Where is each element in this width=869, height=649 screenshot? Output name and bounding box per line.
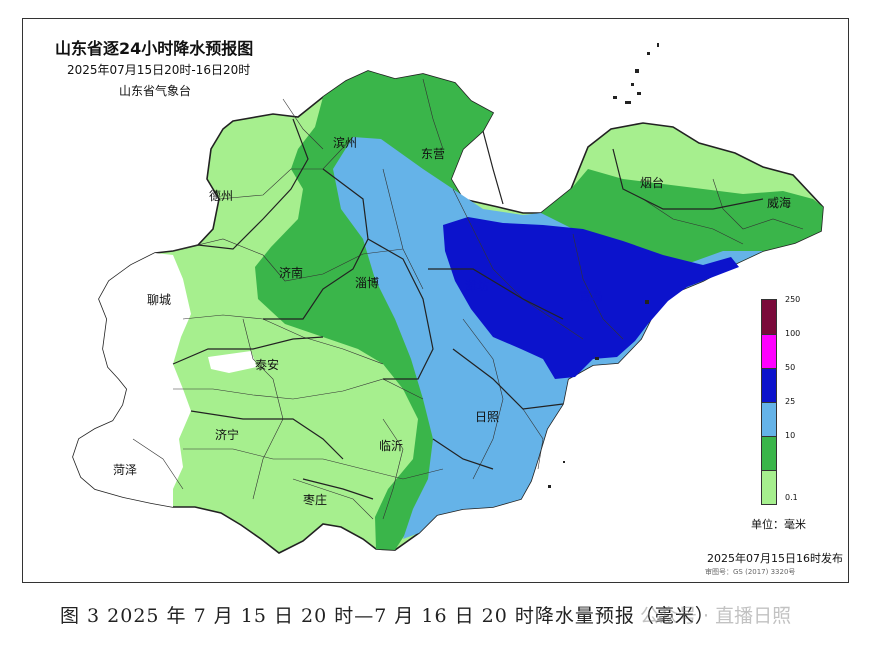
legend-swatch-25	[761, 401, 777, 437]
no-rain-patch	[208, 351, 257, 373]
city-label-heze: 菏泽	[113, 463, 138, 477]
legend-label: 10	[785, 431, 796, 440]
city-label-dezhou: 德州	[209, 189, 234, 203]
issued-time: 2025年07月15日16时发布	[707, 552, 843, 565]
map-title: 山东省逐24小时降水预报图	[55, 39, 254, 58]
approval-number: 审图号：GS (2017) 3320号	[705, 568, 796, 576]
city-boundaries	[172, 118, 764, 500]
city-label-weifang: 潍坊	[465, 279, 490, 293]
map-period: 2025年07月15日20时-16日20时	[67, 63, 251, 77]
legend-swatch-50	[761, 367, 777, 403]
city-label-zibo: 淄博	[355, 276, 380, 290]
city-label-linyi: 临沂	[379, 439, 404, 453]
city-label-taian: 泰安	[255, 358, 280, 372]
no-rain-west	[73, 253, 191, 507]
legend-swatch-100	[761, 333, 777, 369]
county-boundaries	[132, 78, 804, 520]
city-label-jinan: 济南	[279, 266, 304, 280]
city-label-jining: 济宁	[215, 428, 240, 442]
city-label-rizhao: 日照	[475, 410, 500, 424]
islands	[548, 43, 659, 488]
legend: 0.1 10 25 50 100 250	[755, 295, 845, 539]
city-label-weihai: 威海	[767, 196, 792, 210]
city-label-yantai: 烟台	[640, 176, 665, 190]
legend-label: 250	[785, 295, 801, 304]
map-agency: 山东省气象台	[119, 84, 192, 98]
legend-swatch-250	[761, 299, 777, 335]
city-label-binzhou: 滨州	[333, 136, 358, 150]
rainfall-map	[72, 43, 824, 554]
legend-label: 100	[785, 329, 801, 338]
city-label-dongying: 东营	[421, 147, 446, 161]
legend-label: 50	[785, 363, 796, 372]
rain-50-100	[443, 217, 739, 379]
watermark: 公众号 · 直播日照	[640, 605, 792, 627]
legend-swatch-0-1	[761, 469, 777, 505]
figure-caption: 图 3 2025 年 7 月 15 日 20 时—7 月 16 日 20 时降水…	[60, 605, 715, 627]
legend-swatch-10	[761, 435, 777, 471]
city-label-qingdao: 青岛	[579, 289, 604, 303]
legend-unit: 单位：毫米	[751, 518, 806, 531]
legend-label: 25	[785, 397, 796, 406]
map-panel: 山东省逐24小时降水预报图 2025年07月15日20时-16日20时 山东省气…	[22, 18, 849, 583]
city-label-liaocheng: 聊城	[147, 293, 172, 307]
legend-label: 0.1	[785, 493, 798, 502]
city-label-zaozhuang: 枣庄	[303, 493, 328, 507]
